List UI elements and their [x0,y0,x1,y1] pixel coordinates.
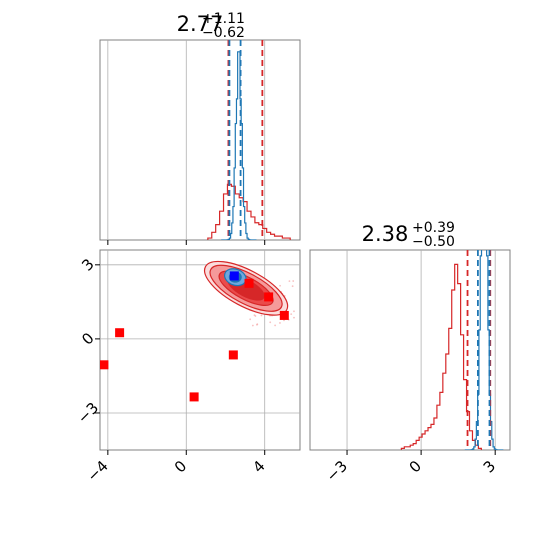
truth-marker [100,360,109,370]
truth-marker [244,278,254,288]
hist2-x-tick-label: −3 [323,457,351,485]
histogram-param2-title: 2.38 [362,222,409,246]
scatter-y-tick-label: 0 [78,329,97,348]
histogram-param1-title-upper: +1.11 [202,11,245,27]
scatter-content [100,260,295,402]
posterior-sample-point [260,314,263,317]
histogram-param2-title-upper: +0.39 [412,220,455,236]
histogram-param1-ticks [107,240,266,245]
histogram-param2-ticks: −3 0 3 [323,450,499,485]
histogram-param1-frame [99,39,301,241]
hist1-blue-histogram [221,51,257,240]
histogram-param2-grid [346,250,496,450]
histogram-param2-title-lower: −0.50 [412,234,455,250]
truth-marker [279,310,289,320]
posterior-sample-point [256,323,258,326]
scatter-y-tick-label: −3 [74,399,102,427]
hist2-blue-histogram [464,250,504,450]
scatter-panel: −4 0 4 −3 0 3 [74,249,301,485]
scatter-x-tick-label: 0 [171,457,190,476]
histogram-param1-title-lower: −0.62 [202,25,245,41]
posterior-sample-point [293,310,295,313]
posterior-sample-point [251,324,254,327]
histogram-param2-content [400,250,504,450]
truth-marker [264,292,274,302]
scatter-x-tick-label: −4 [83,457,111,485]
hist2-red-histogram [400,263,482,450]
hist2-x-tick-label: 3 [480,457,499,476]
posterior-sample-point [249,318,252,321]
histogram-param2-title-value: 2.38 [362,222,409,246]
scatter-x-ticks: −4 0 4 [83,450,269,485]
scatter-y-tick-label: 3 [78,255,97,274]
scatter-frame [99,249,301,451]
histogram-param1-grid [107,40,266,240]
posterior-sample-point [288,280,291,283]
truth-marker [228,350,238,360]
posterior-sample-point [274,324,277,327]
hist1-red-histogram [207,183,291,240]
posterior-sample-point [293,316,295,319]
histogram-param2-frame [309,249,511,451]
truth-marker [189,392,199,402]
posterior-sample-point [291,285,294,288]
scatter-x-tick-label: 4 [249,457,268,476]
posterior-sample-point [254,315,257,317]
mean-marker [229,271,239,281]
histogram-param1-content [207,40,291,240]
histogram-param2-panel: −3 0 3 2.38 +0.39 −0.50 [309,220,511,485]
truth-marker [115,328,125,338]
posterior-sample-point [290,313,293,316]
scatter-y-ticks: −3 0 3 [74,255,102,427]
histogram-param1-title: 2.77 [177,12,224,36]
posterior-sample-point [269,321,272,324]
hist2-x-tick-label: 0 [406,457,425,476]
posterior-sample-point [279,322,281,324]
posterior-sample-point [279,284,281,287]
histogram-param1-title-value: 2.77 [177,12,224,36]
posterior-sample-point [292,280,295,282]
histogram-param1-panel: 2.77 +1.11 −0.62 [99,11,301,245]
